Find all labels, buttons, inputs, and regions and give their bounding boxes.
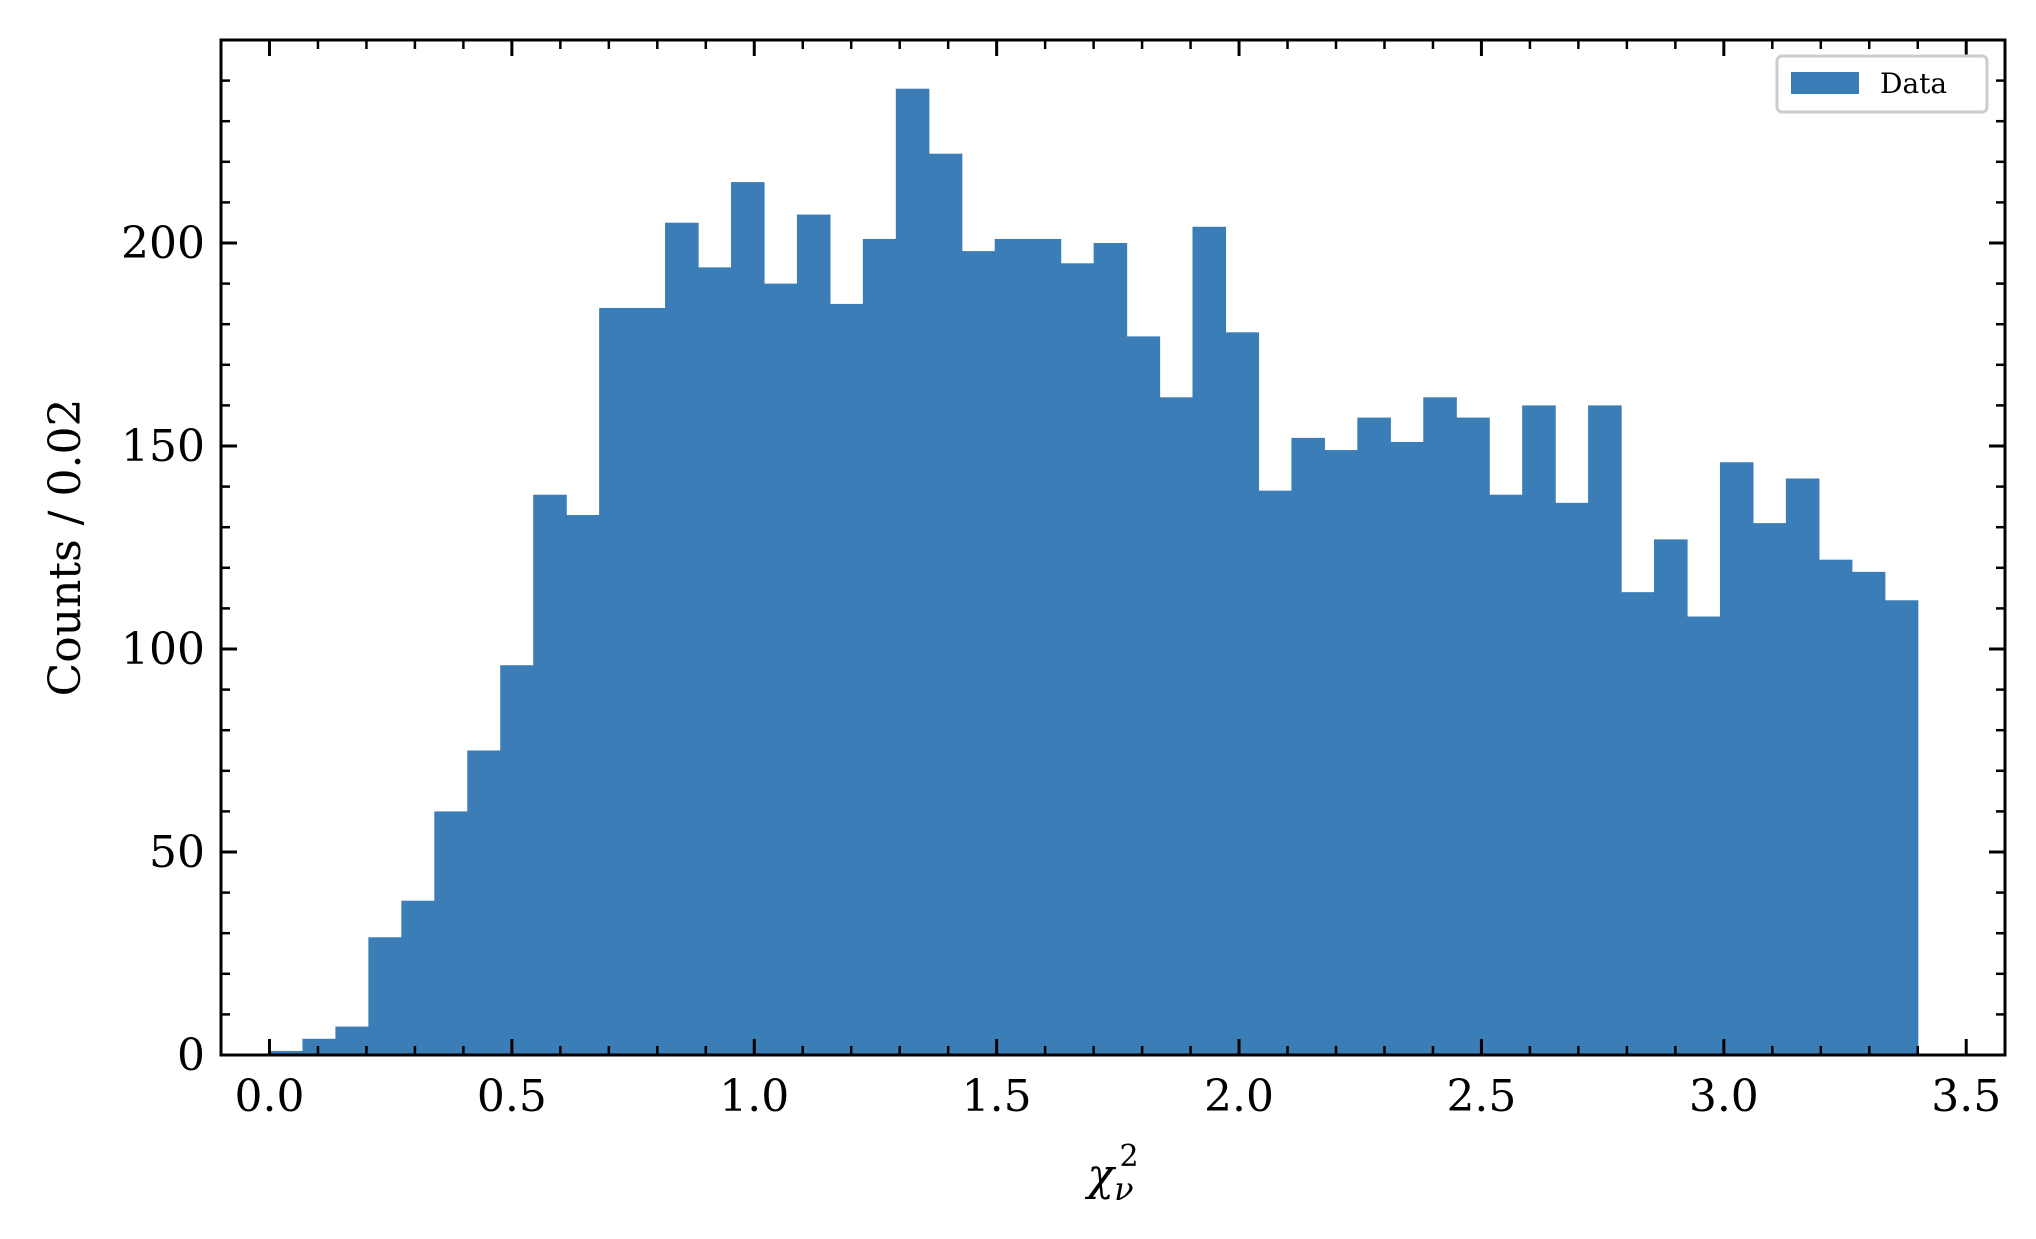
histogram-bar: [434, 811, 468, 1055]
histogram-bar: [269, 1050, 304, 1055]
histogram-bar: [1357, 417, 1391, 1056]
histogram-bar: [1785, 478, 1820, 1056]
x-tick-label: 0.5: [477, 1071, 547, 1122]
histogram-bar: [1324, 450, 1358, 1055]
axis-ticks: [219, 40, 2005, 1057]
histogram-bar: [1258, 490, 1292, 1055]
histogram-bar: [1621, 592, 1655, 1055]
histogram-bar: [632, 307, 666, 1056]
x-tick-label: 3.0: [1689, 1071, 1759, 1122]
legend-swatch: [1791, 72, 1859, 94]
histogram-bar: [1291, 437, 1325, 1055]
histogram-bar: [698, 267, 732, 1055]
histogram-bar: [1489, 494, 1523, 1056]
y-tick-label: 100: [121, 624, 205, 675]
histogram-bar: [665, 222, 699, 1055]
histogram-bar: [796, 214, 831, 1055]
histogram-bar: [895, 88, 930, 1056]
y-tick-label: 200: [121, 218, 205, 269]
histogram-bar: [401, 900, 435, 1055]
histogram-bar: [1060, 263, 1095, 1055]
x-tick-label: 1.0: [719, 1071, 789, 1122]
histogram-bar: [1423, 397, 1457, 1055]
histogram-bar: [730, 182, 765, 1056]
histogram-bar: [1225, 332, 1260, 1055]
x-tick-label: 0.0: [234, 1071, 304, 1122]
y-tick-labels: 0 50 100 150 200: [121, 218, 205, 1081]
histogram-bar: [1719, 462, 1754, 1055]
histogram-bar: [1752, 523, 1787, 1055]
legend-label: Data: [1880, 67, 1947, 100]
y-axis-label: Counts / 0.02: [40, 399, 91, 697]
histogram-bar: [599, 307, 633, 1056]
x-tick-labels: 0.0 0.5 1.0 1.5 2.0 2.5 3.0 3.5: [234, 1071, 2001, 1122]
y-tick-label: 150: [121, 421, 205, 472]
histogram-bar: [928, 153, 963, 1055]
histogram-bar: [1818, 559, 1853, 1055]
x-tick-label: 1.5: [962, 1071, 1032, 1122]
histogram-bar: [1686, 616, 1721, 1055]
legend: Data: [1775, 54, 1989, 114]
histogram-bar: [566, 515, 600, 1055]
histogram-bar: [1555, 502, 1589, 1056]
histogram-bar: [1027, 238, 1062, 1055]
histogram-bar: [1159, 397, 1194, 1055]
histogram-bar: [1654, 539, 1688, 1055]
plot-frame: [219, 38, 2007, 1057]
legend-box: [1775, 54, 1989, 114]
histogram-bar: [1192, 226, 1227, 1055]
histogram-bar: [533, 494, 567, 1056]
y-tick-label: 50: [149, 827, 205, 878]
x-tick-label: 2.0: [1204, 1071, 1274, 1122]
histogram-bars: [269, 88, 1919, 1056]
histogram-bar: [829, 303, 864, 1055]
histogram-bar: [1588, 405, 1622, 1055]
histogram-bar: [368, 937, 402, 1055]
histogram-bar: [1884, 600, 1919, 1055]
histogram-bar: [1093, 243, 1128, 1055]
histogram-bar: [335, 1026, 369, 1055]
histogram-bar: [961, 251, 996, 1055]
histogram-bar: [1851, 571, 1886, 1055]
histogram-bar: [302, 1038, 337, 1055]
x-tick-label: 3.5: [1931, 1071, 2001, 1122]
histogram-bar: [862, 238, 897, 1055]
x-tick-label: 2.5: [1446, 1071, 1516, 1122]
histogram-bar: [1390, 441, 1424, 1055]
histogram-bar: [763, 283, 798, 1056]
histogram-bar: [994, 238, 1029, 1055]
histogram-bar: [1522, 405, 1556, 1055]
x-axis-label: χν2: [1084, 1139, 1138, 1208]
histogram-bar: [500, 665, 534, 1055]
histogram-bar: [1456, 417, 1490, 1056]
histogram-bar: [467, 750, 501, 1055]
y-tick-label: 0: [177, 1030, 205, 1081]
histogram-bar: [1126, 336, 1161, 1055]
